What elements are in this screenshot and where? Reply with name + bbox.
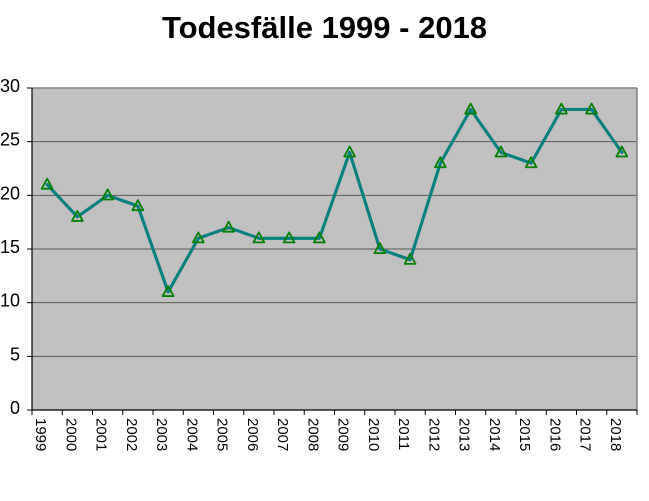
svg-text:25: 25 — [0, 130, 20, 150]
svg-text:2015: 2015 — [516, 418, 533, 451]
svg-text:2007: 2007 — [274, 418, 291, 451]
svg-text:0: 0 — [10, 398, 20, 418]
svg-text:2012: 2012 — [425, 418, 442, 451]
svg-text:2000: 2000 — [62, 418, 79, 451]
svg-text:2005: 2005 — [214, 418, 231, 451]
svg-text:2013: 2013 — [456, 418, 473, 451]
svg-text:2006: 2006 — [244, 418, 261, 451]
svg-text:30: 30 — [0, 76, 20, 96]
svg-text:2018: 2018 — [607, 418, 624, 451]
svg-text:15: 15 — [0, 237, 20, 257]
svg-text:2004: 2004 — [183, 418, 200, 451]
svg-text:5: 5 — [10, 344, 20, 364]
svg-text:2017: 2017 — [577, 418, 594, 451]
svg-text:1999: 1999 — [32, 418, 49, 451]
svg-text:2009: 2009 — [335, 418, 352, 451]
svg-text:2014: 2014 — [486, 418, 503, 451]
svg-text:2011: 2011 — [395, 418, 412, 450]
svg-text:2003: 2003 — [153, 418, 170, 451]
svg-text:2016: 2016 — [546, 418, 563, 451]
svg-text:2002: 2002 — [123, 418, 140, 451]
svg-text:2010: 2010 — [365, 418, 382, 451]
svg-text:20: 20 — [0, 183, 20, 203]
svg-text:10: 10 — [0, 291, 20, 311]
svg-text:2008: 2008 — [304, 418, 321, 451]
svg-text:2001: 2001 — [93, 418, 110, 451]
